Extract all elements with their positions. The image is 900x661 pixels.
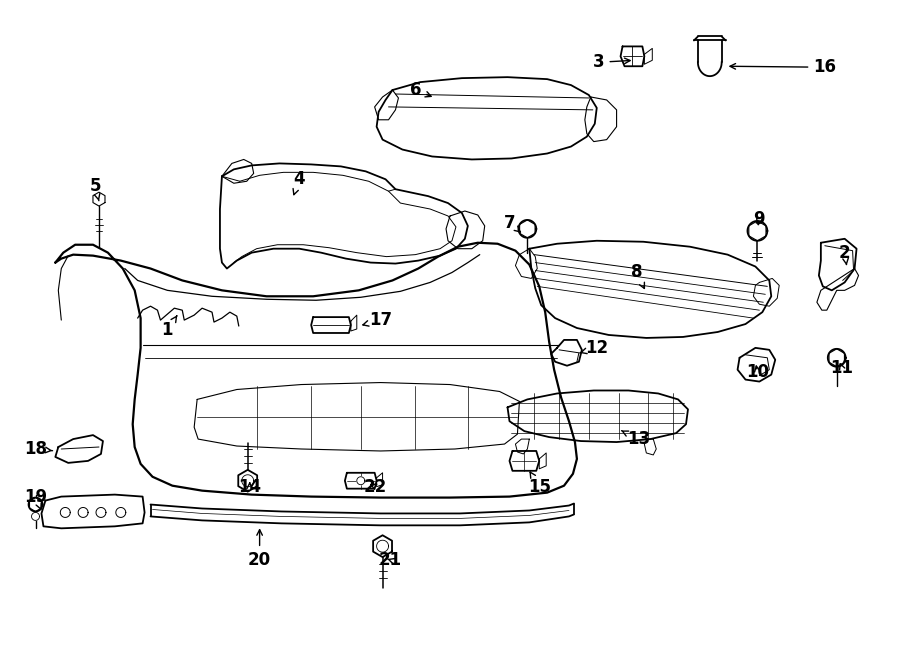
Polygon shape — [356, 477, 365, 485]
Polygon shape — [519, 220, 536, 238]
Polygon shape — [41, 494, 145, 528]
Polygon shape — [32, 512, 40, 520]
Polygon shape — [374, 90, 399, 120]
Polygon shape — [516, 249, 537, 278]
Polygon shape — [539, 453, 546, 469]
Text: 20: 20 — [248, 529, 271, 569]
Polygon shape — [222, 159, 254, 183]
Polygon shape — [116, 508, 126, 518]
Text: 6: 6 — [410, 81, 431, 99]
Polygon shape — [194, 383, 519, 451]
Text: 2: 2 — [839, 244, 850, 264]
Polygon shape — [817, 268, 859, 310]
Polygon shape — [748, 221, 768, 241]
Polygon shape — [376, 77, 597, 159]
Text: 10: 10 — [746, 363, 769, 381]
Polygon shape — [644, 439, 656, 455]
Polygon shape — [749, 221, 766, 241]
Text: 4: 4 — [293, 171, 305, 195]
Text: 16: 16 — [730, 58, 836, 76]
Text: 21: 21 — [379, 551, 402, 569]
Polygon shape — [753, 278, 779, 306]
Text: 17: 17 — [363, 311, 392, 329]
Polygon shape — [60, 508, 70, 518]
Polygon shape — [508, 391, 688, 442]
Polygon shape — [29, 498, 42, 512]
Polygon shape — [819, 239, 857, 290]
Polygon shape — [55, 435, 103, 463]
Text: 22: 22 — [364, 478, 387, 496]
Text: 7: 7 — [504, 214, 520, 232]
Text: 5: 5 — [89, 177, 101, 201]
Polygon shape — [374, 535, 392, 557]
Polygon shape — [376, 540, 389, 552]
Polygon shape — [446, 211, 485, 249]
Text: 12: 12 — [580, 339, 608, 357]
Text: 11: 11 — [830, 359, 853, 377]
Text: 8: 8 — [631, 264, 644, 288]
Polygon shape — [518, 220, 536, 238]
Polygon shape — [585, 97, 616, 141]
Polygon shape — [238, 470, 257, 492]
Polygon shape — [644, 48, 652, 64]
Text: 3: 3 — [593, 54, 630, 71]
Polygon shape — [376, 473, 382, 486]
Polygon shape — [738, 348, 775, 381]
Text: 9: 9 — [753, 210, 765, 228]
Text: 13: 13 — [622, 430, 650, 448]
Polygon shape — [829, 349, 844, 367]
Polygon shape — [93, 192, 105, 206]
Text: 14: 14 — [238, 478, 261, 496]
Text: 1: 1 — [162, 316, 177, 339]
Polygon shape — [509, 451, 539, 471]
Polygon shape — [220, 163, 468, 268]
Polygon shape — [55, 243, 577, 498]
Polygon shape — [351, 315, 356, 331]
Polygon shape — [30, 498, 41, 512]
Text: 18: 18 — [24, 440, 52, 458]
Polygon shape — [551, 340, 582, 366]
Polygon shape — [96, 508, 106, 518]
Polygon shape — [529, 241, 771, 338]
Polygon shape — [516, 439, 529, 454]
Polygon shape — [621, 46, 644, 66]
Polygon shape — [345, 473, 376, 488]
Text: 19: 19 — [24, 488, 47, 509]
Polygon shape — [311, 317, 351, 333]
Polygon shape — [828, 349, 846, 367]
Text: 15: 15 — [527, 472, 551, 496]
Polygon shape — [242, 475, 254, 486]
Polygon shape — [78, 508, 88, 518]
